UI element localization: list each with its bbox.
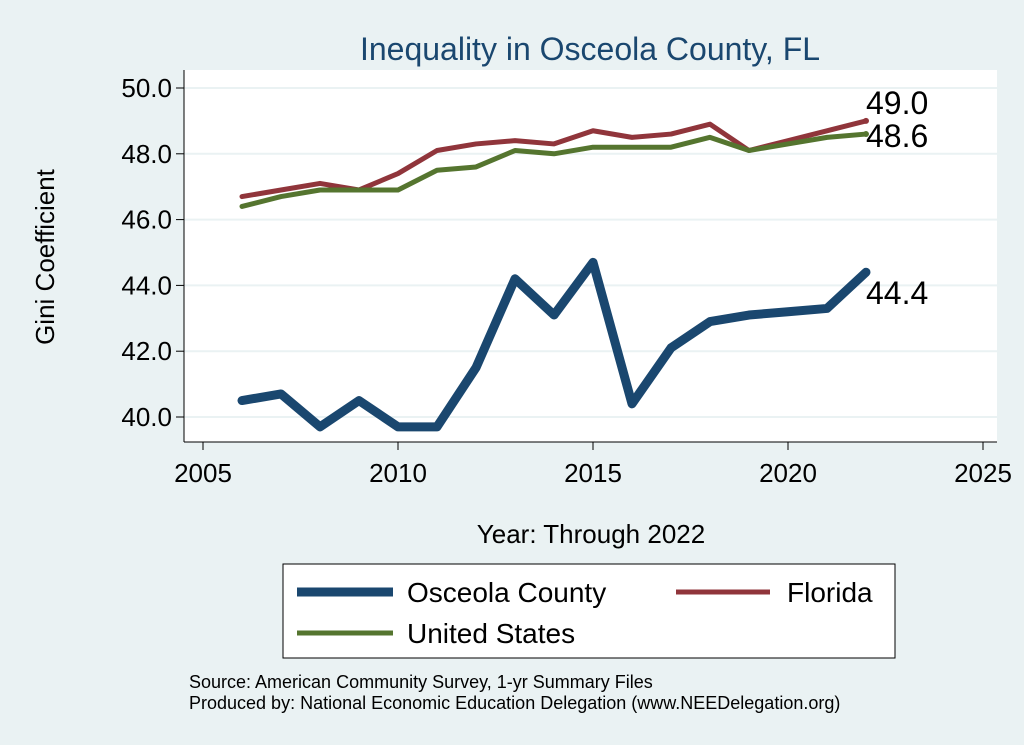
legend-label-osceola: Osceola County	[407, 577, 606, 608]
y-tick-label: 46.0	[121, 205, 172, 235]
x-tick-label: 2020	[759, 458, 817, 488]
series-line-united-states	[239, 131, 869, 209]
y-tick-label: 40.0	[121, 402, 172, 432]
x-tick-label: 2010	[369, 458, 427, 488]
series-lines	[237, 118, 871, 432]
legend: Osceola County Florida United States	[282, 563, 896, 659]
source-note: Source: American Community Survey, 1-yr …	[189, 672, 653, 692]
y-tick-label: 44.0	[121, 270, 172, 300]
producer-note: Produced by: National Economic Education…	[189, 693, 840, 713]
x-tick-label: 2015	[564, 458, 622, 488]
y-tick-label: 48.0	[121, 139, 172, 169]
y-tick-label: 42.0	[121, 336, 172, 366]
end-value-label: 44.4	[866, 275, 928, 311]
end-point-marker	[863, 131, 869, 138]
y-axis-title: Gini Coefficient	[30, 168, 60, 345]
chart-title: Inequality in Osceola County, FL	[360, 31, 820, 67]
end-labels: 44.4 49.048.6	[863, 85, 928, 311]
gridlines	[184, 87, 997, 418]
series-line-osceola-county	[237, 257, 871, 432]
end-value-label: 48.6	[866, 118, 928, 154]
x-tick-label: 2005	[174, 458, 232, 488]
end-value-label: 49.0	[866, 85, 928, 121]
x-axis-title: Year: Through 2022	[477, 519, 705, 549]
x-axis-ticks: 2005 2010 2015 2020 2025	[174, 442, 1012, 488]
y-axis-ticks: 40.0 42.0 44.0 46.0 48.0 50.0	[121, 73, 184, 432]
x-tick-label: 2025	[954, 458, 1012, 488]
y-tick-label: 50.0	[121, 73, 172, 103]
legend-label-us: United States	[407, 618, 575, 649]
legend-box	[282, 563, 896, 659]
axes	[183, 70, 997, 443]
end-point-marker	[863, 117, 869, 124]
end-point-marker	[863, 269, 869, 276]
legend-label-florida: Florida	[787, 577, 873, 608]
